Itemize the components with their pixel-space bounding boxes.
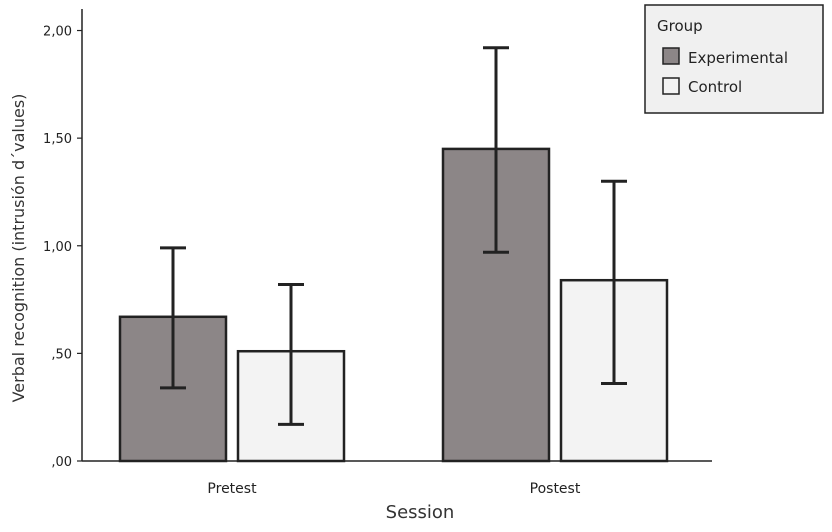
- legend-swatch-experimental: [662, 47, 680, 65]
- y-tick-label: 2,00: [43, 25, 72, 40]
- y-tick-label: ,00: [51, 455, 72, 470]
- legend-label-control: Control: [688, 78, 742, 96]
- x-tick-label: Postest: [530, 481, 581, 497]
- y-tick-label: 1,00: [43, 240, 72, 255]
- y-tick-label: ,50: [51, 347, 72, 362]
- legend-title: Group: [657, 17, 703, 35]
- legend: Group Experimental Control: [644, 4, 824, 114]
- x-tick-label: Pretest: [207, 481, 257, 497]
- legend-swatch-control: [662, 77, 680, 95]
- y-axis-title: Verbal recognition (intrusión d´values): [9, 94, 28, 403]
- plot-area: ,00 ,50 1,00 1,50 2,00 Pretest Postest: [43, 9, 712, 497]
- y-tick-label: 1,50: [43, 132, 72, 147]
- legend-label-experimental: Experimental: [688, 49, 788, 67]
- x-axis-title: Session: [386, 502, 455, 523]
